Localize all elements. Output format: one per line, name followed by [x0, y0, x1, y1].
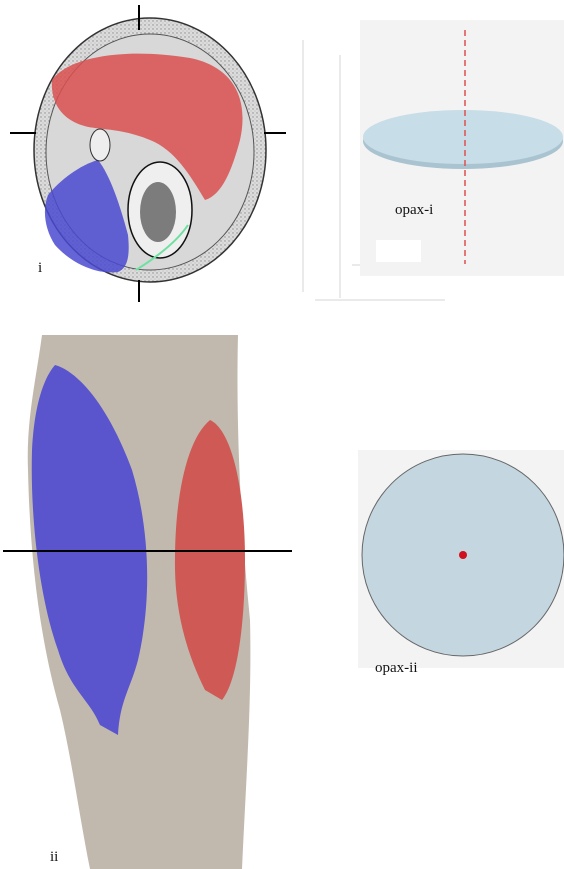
- green-contour: [135, 224, 189, 271]
- marrow: [140, 182, 176, 242]
- inset-label: opax-i: [395, 202, 433, 218]
- small-bone: [89, 128, 111, 162]
- inset-ii: [358, 450, 564, 668]
- panel-label: i: [38, 260, 42, 276]
- red-muscle: [51, 53, 243, 200]
- disk: [363, 110, 563, 164]
- axis-point: [459, 551, 467, 559]
- inset-i: [360, 20, 564, 276]
- inset-patch: [376, 240, 421, 262]
- panel-label: ii: [50, 849, 58, 865]
- inset-label: opax-ii: [375, 660, 418, 676]
- blue-muscle: [44, 160, 129, 273]
- red-muscle: [174, 420, 245, 700]
- cross-section: [10, 5, 286, 302]
- longitudinal-section: [3, 335, 292, 869]
